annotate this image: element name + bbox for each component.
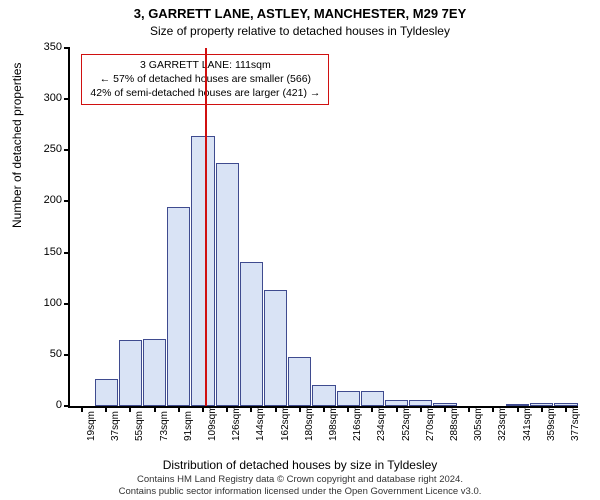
y-tick-label: 250 — [44, 143, 62, 155]
chart-subtitle: Size of property relative to detached ho… — [0, 24, 600, 38]
histogram-bar — [143, 339, 166, 407]
y-tick-label: 0 — [56, 399, 62, 411]
x-tick — [565, 406, 567, 412]
x-tick-label: 377sqm — [570, 405, 581, 441]
x-tick-label: 305sqm — [473, 405, 484, 441]
y-axis-label: Number of detached properties — [10, 63, 24, 228]
x-tick — [468, 406, 470, 412]
x-tick-label: 288sqm — [449, 405, 460, 441]
x-tick — [492, 406, 494, 412]
y-tick-label: 50 — [50, 348, 62, 360]
histogram-bar — [264, 290, 287, 406]
histogram-bar — [361, 391, 384, 406]
x-tick — [275, 406, 277, 412]
x-tick-label: 144sqm — [255, 405, 266, 441]
x-tick-label: 252sqm — [401, 405, 412, 441]
x-tick — [154, 406, 156, 412]
x-tick — [202, 406, 204, 412]
x-tick — [226, 406, 228, 412]
x-tick — [444, 406, 446, 412]
x-tick — [420, 406, 422, 412]
x-tick — [105, 406, 107, 412]
x-tick — [299, 406, 301, 412]
chart-footer: Contains HM Land Registry data © Crown c… — [0, 474, 600, 498]
x-tick — [129, 406, 131, 412]
x-tick — [396, 406, 398, 412]
x-tick-label: 198sqm — [328, 405, 339, 441]
histogram-bar — [240, 262, 263, 406]
footer-line-2: Contains public sector information licen… — [0, 486, 600, 498]
x-tick — [371, 406, 373, 412]
x-tick-label: 37sqm — [110, 411, 121, 441]
x-tick-label: 109sqm — [207, 405, 218, 441]
plot-area: 3 GARRETT LANE: 111sqm ← 57% of detached… — [68, 48, 578, 408]
histogram-bar — [216, 163, 239, 406]
x-axis-label: Distribution of detached houses by size … — [0, 458, 600, 472]
reference-line — [205, 48, 207, 406]
y-tick-label: 350 — [44, 41, 62, 53]
histogram-bar — [312, 385, 335, 406]
x-tick — [347, 406, 349, 412]
histogram-bar — [167, 207, 190, 406]
histogram-bar — [337, 391, 360, 406]
x-tick — [178, 406, 180, 412]
x-tick-label: 270sqm — [425, 405, 436, 441]
x-tick-label: 73sqm — [159, 411, 170, 441]
y-tick-label: 150 — [44, 246, 62, 258]
x-tick — [81, 406, 83, 412]
footer-line-1: Contains HM Land Registry data © Crown c… — [0, 474, 600, 486]
x-tick-label: 216sqm — [352, 405, 363, 441]
x-tick-label: 91sqm — [183, 411, 194, 441]
x-tick — [323, 406, 325, 412]
chart-title: 3, GARRETT LANE, ASTLEY, MANCHESTER, M29… — [0, 6, 600, 21]
y-tick-label: 200 — [44, 194, 62, 206]
histogram-chart: 3, GARRETT LANE, ASTLEY, MANCHESTER, M29… — [0, 0, 600, 500]
x-tick-label: 341sqm — [522, 405, 533, 441]
x-tick-label: 19sqm — [86, 411, 97, 441]
histogram-bar — [191, 136, 214, 406]
x-tick — [541, 406, 543, 412]
histogram-bar — [95, 379, 118, 406]
x-tick — [517, 406, 519, 412]
x-tick-label: 180sqm — [304, 405, 315, 441]
histogram-bar — [288, 357, 311, 406]
x-tick-label: 126sqm — [231, 405, 242, 441]
x-tick — [250, 406, 252, 412]
y-tick-label: 300 — [44, 92, 62, 104]
x-tick-label: 234sqm — [376, 405, 387, 441]
y-tick-label: 100 — [44, 297, 62, 309]
x-tick-label: 162sqm — [280, 405, 291, 441]
x-tick-label: 359sqm — [546, 405, 557, 441]
x-tick-label: 323sqm — [497, 405, 508, 441]
x-tick-label: 55sqm — [134, 411, 145, 441]
histogram-bar — [119, 340, 142, 406]
